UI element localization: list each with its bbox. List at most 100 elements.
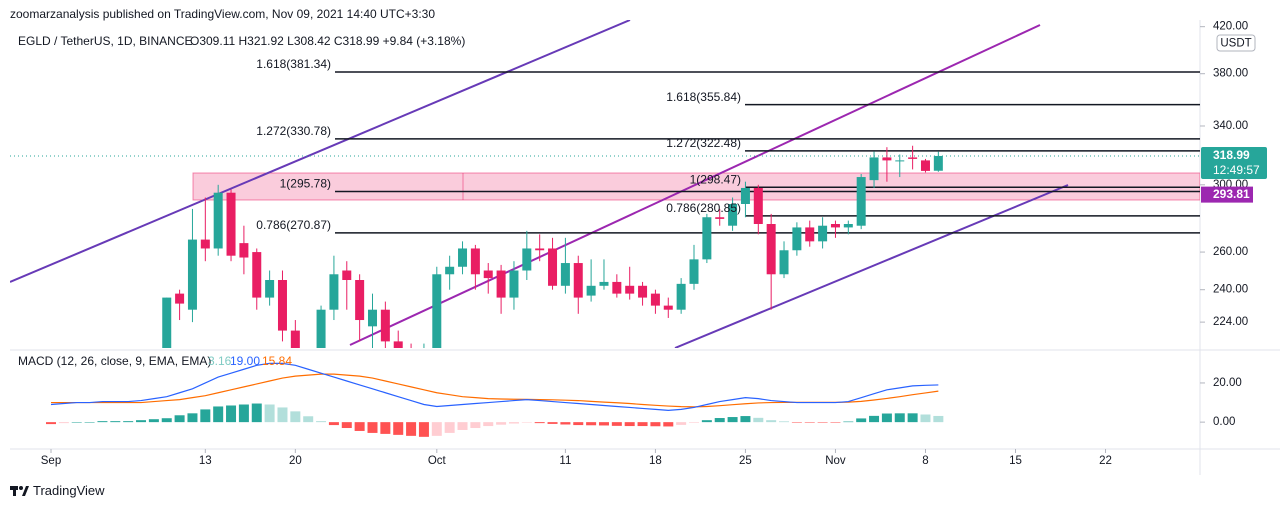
candle-body — [213, 192, 223, 249]
macd-histogram-bar — [560, 422, 571, 425]
candle-body — [548, 248, 558, 286]
macd-histogram-bar — [470, 422, 481, 429]
candle-body — [818, 225, 828, 242]
candle-body — [843, 224, 853, 228]
x-tick-label: 11 — [559, 455, 571, 467]
macd-histogram-bar — [598, 422, 609, 426]
macd-histogram-bar — [907, 413, 918, 423]
candle-body — [496, 270, 506, 298]
candle-body — [187, 239, 197, 310]
signal-value: 15.84 — [262, 354, 292, 368]
candle-body — [393, 341, 403, 348]
macd-histogram-bar — [58, 422, 69, 424]
candle-body — [458, 248, 468, 267]
macd-histogram-bar — [277, 407, 288, 423]
candle-body — [342, 270, 352, 281]
candle-body — [522, 248, 532, 271]
macd-histogram-bar — [406, 422, 417, 436]
macd-histogram-bar — [418, 422, 429, 437]
macd-histogram-bar — [303, 416, 314, 423]
macd-histogram-bar — [367, 422, 378, 433]
macd-histogram-bar — [547, 422, 558, 424]
currency-badge[interactable] — [1216, 34, 1256, 52]
last-price-badge — [1201, 146, 1267, 179]
channel-lower — [674, 184, 1069, 348]
macd-histogram-bar — [457, 422, 468, 430]
candle-body — [277, 280, 287, 331]
y-tick-label: 240.00 — [1213, 284, 1248, 296]
macd-histogram-bar — [508, 422, 519, 424]
price-marker-label: 293.81 — [1213, 187, 1250, 201]
macd-histogram-bar — [869, 415, 880, 423]
macd-y-tick-label: 0.00 — [1213, 416, 1235, 428]
publish-line: zoomarzanalysis published on TradingView… — [10, 7, 435, 21]
macd-histogram-bar — [701, 420, 712, 423]
candle-body — [663, 305, 673, 310]
candle-body — [676, 283, 686, 310]
y-tick-label: 340.00 — [1213, 120, 1248, 132]
macd-histogram-bar — [663, 422, 674, 427]
macd-histogram-bar — [753, 417, 764, 423]
x-tick-label: 25 — [739, 455, 752, 467]
x-tick-label: Nov — [825, 455, 846, 467]
candle-body — [432, 274, 442, 348]
candle-body — [920, 160, 930, 171]
candle-body — [226, 192, 236, 256]
candle-body — [625, 285, 635, 294]
candle-body — [290, 330, 300, 348]
macd-histogram-bar — [136, 420, 147, 423]
price-pane — [10, 20, 1200, 348]
candle-body — [766, 224, 776, 275]
macd-histogram-bar — [791, 422, 802, 423]
macd-histogram-bar — [817, 422, 828, 423]
candle-body — [200, 239, 210, 249]
candle-body — [329, 274, 339, 310]
macd-histogram-bar — [84, 422, 95, 423]
macd-histogram-bar — [933, 415, 944, 423]
y-tick-label: 260.00 — [1213, 246, 1248, 258]
candle-body — [355, 280, 365, 321]
macd-histogram-bar — [586, 422, 597, 426]
x-tick-label: Oct — [428, 455, 447, 467]
candle-body — [728, 204, 738, 226]
symbol: EGLD / TetherUS, 1D, BINANCE — [18, 34, 193, 48]
candle-body — [560, 263, 570, 286]
candle-body — [689, 259, 699, 284]
macd-histogram-bar — [328, 422, 339, 426]
macd-histogram-bar — [894, 413, 905, 423]
candle-body — [753, 187, 763, 225]
x-tick-label: 22 — [1099, 455, 1112, 467]
candle-body — [586, 285, 596, 296]
macd-histogram-bar — [830, 422, 841, 423]
macd-histogram-bar — [727, 417, 738, 423]
candle-body — [535, 248, 545, 251]
macd-title: MACD (12, 26, close, 9, EMA, EMA) — [18, 354, 211, 368]
price-marker-badge — [1201, 186, 1253, 203]
macd-y-tick-label: 20.00 — [1213, 377, 1242, 389]
channel-upper — [10, 20, 631, 283]
macd-histogram-bar — [393, 422, 404, 435]
candle-body — [239, 243, 249, 258]
x-tick-label: 20 — [289, 455, 302, 467]
candle-body — [509, 270, 519, 298]
macd-histogram-bar — [611, 422, 622, 426]
macd-histogram-bar — [71, 422, 82, 423]
candle-body — [252, 252, 262, 298]
macd-histogram-bar — [200, 409, 211, 423]
x-tick-label: Sep — [41, 455, 61, 467]
macd-histogram-bar — [637, 422, 648, 427]
macd-histogram-bar — [213, 406, 224, 423]
macd-histogram-bar — [881, 413, 892, 423]
macd-histogram-bar — [650, 422, 661, 427]
macd-histogram-bar — [97, 421, 108, 423]
fib-label: 1.618(381.34) — [256, 57, 331, 71]
fib-label: 1.272(330.78) — [256, 124, 331, 138]
x-tick-label: 13 — [199, 455, 212, 467]
macd-histogram-bar — [148, 419, 159, 423]
macd-histogram-bar — [920, 414, 931, 423]
candle-body — [908, 157, 918, 159]
channel-mid — [349, 24, 1041, 346]
macd-histogram-bar — [496, 422, 507, 425]
macd-histogram-bar — [714, 418, 725, 423]
